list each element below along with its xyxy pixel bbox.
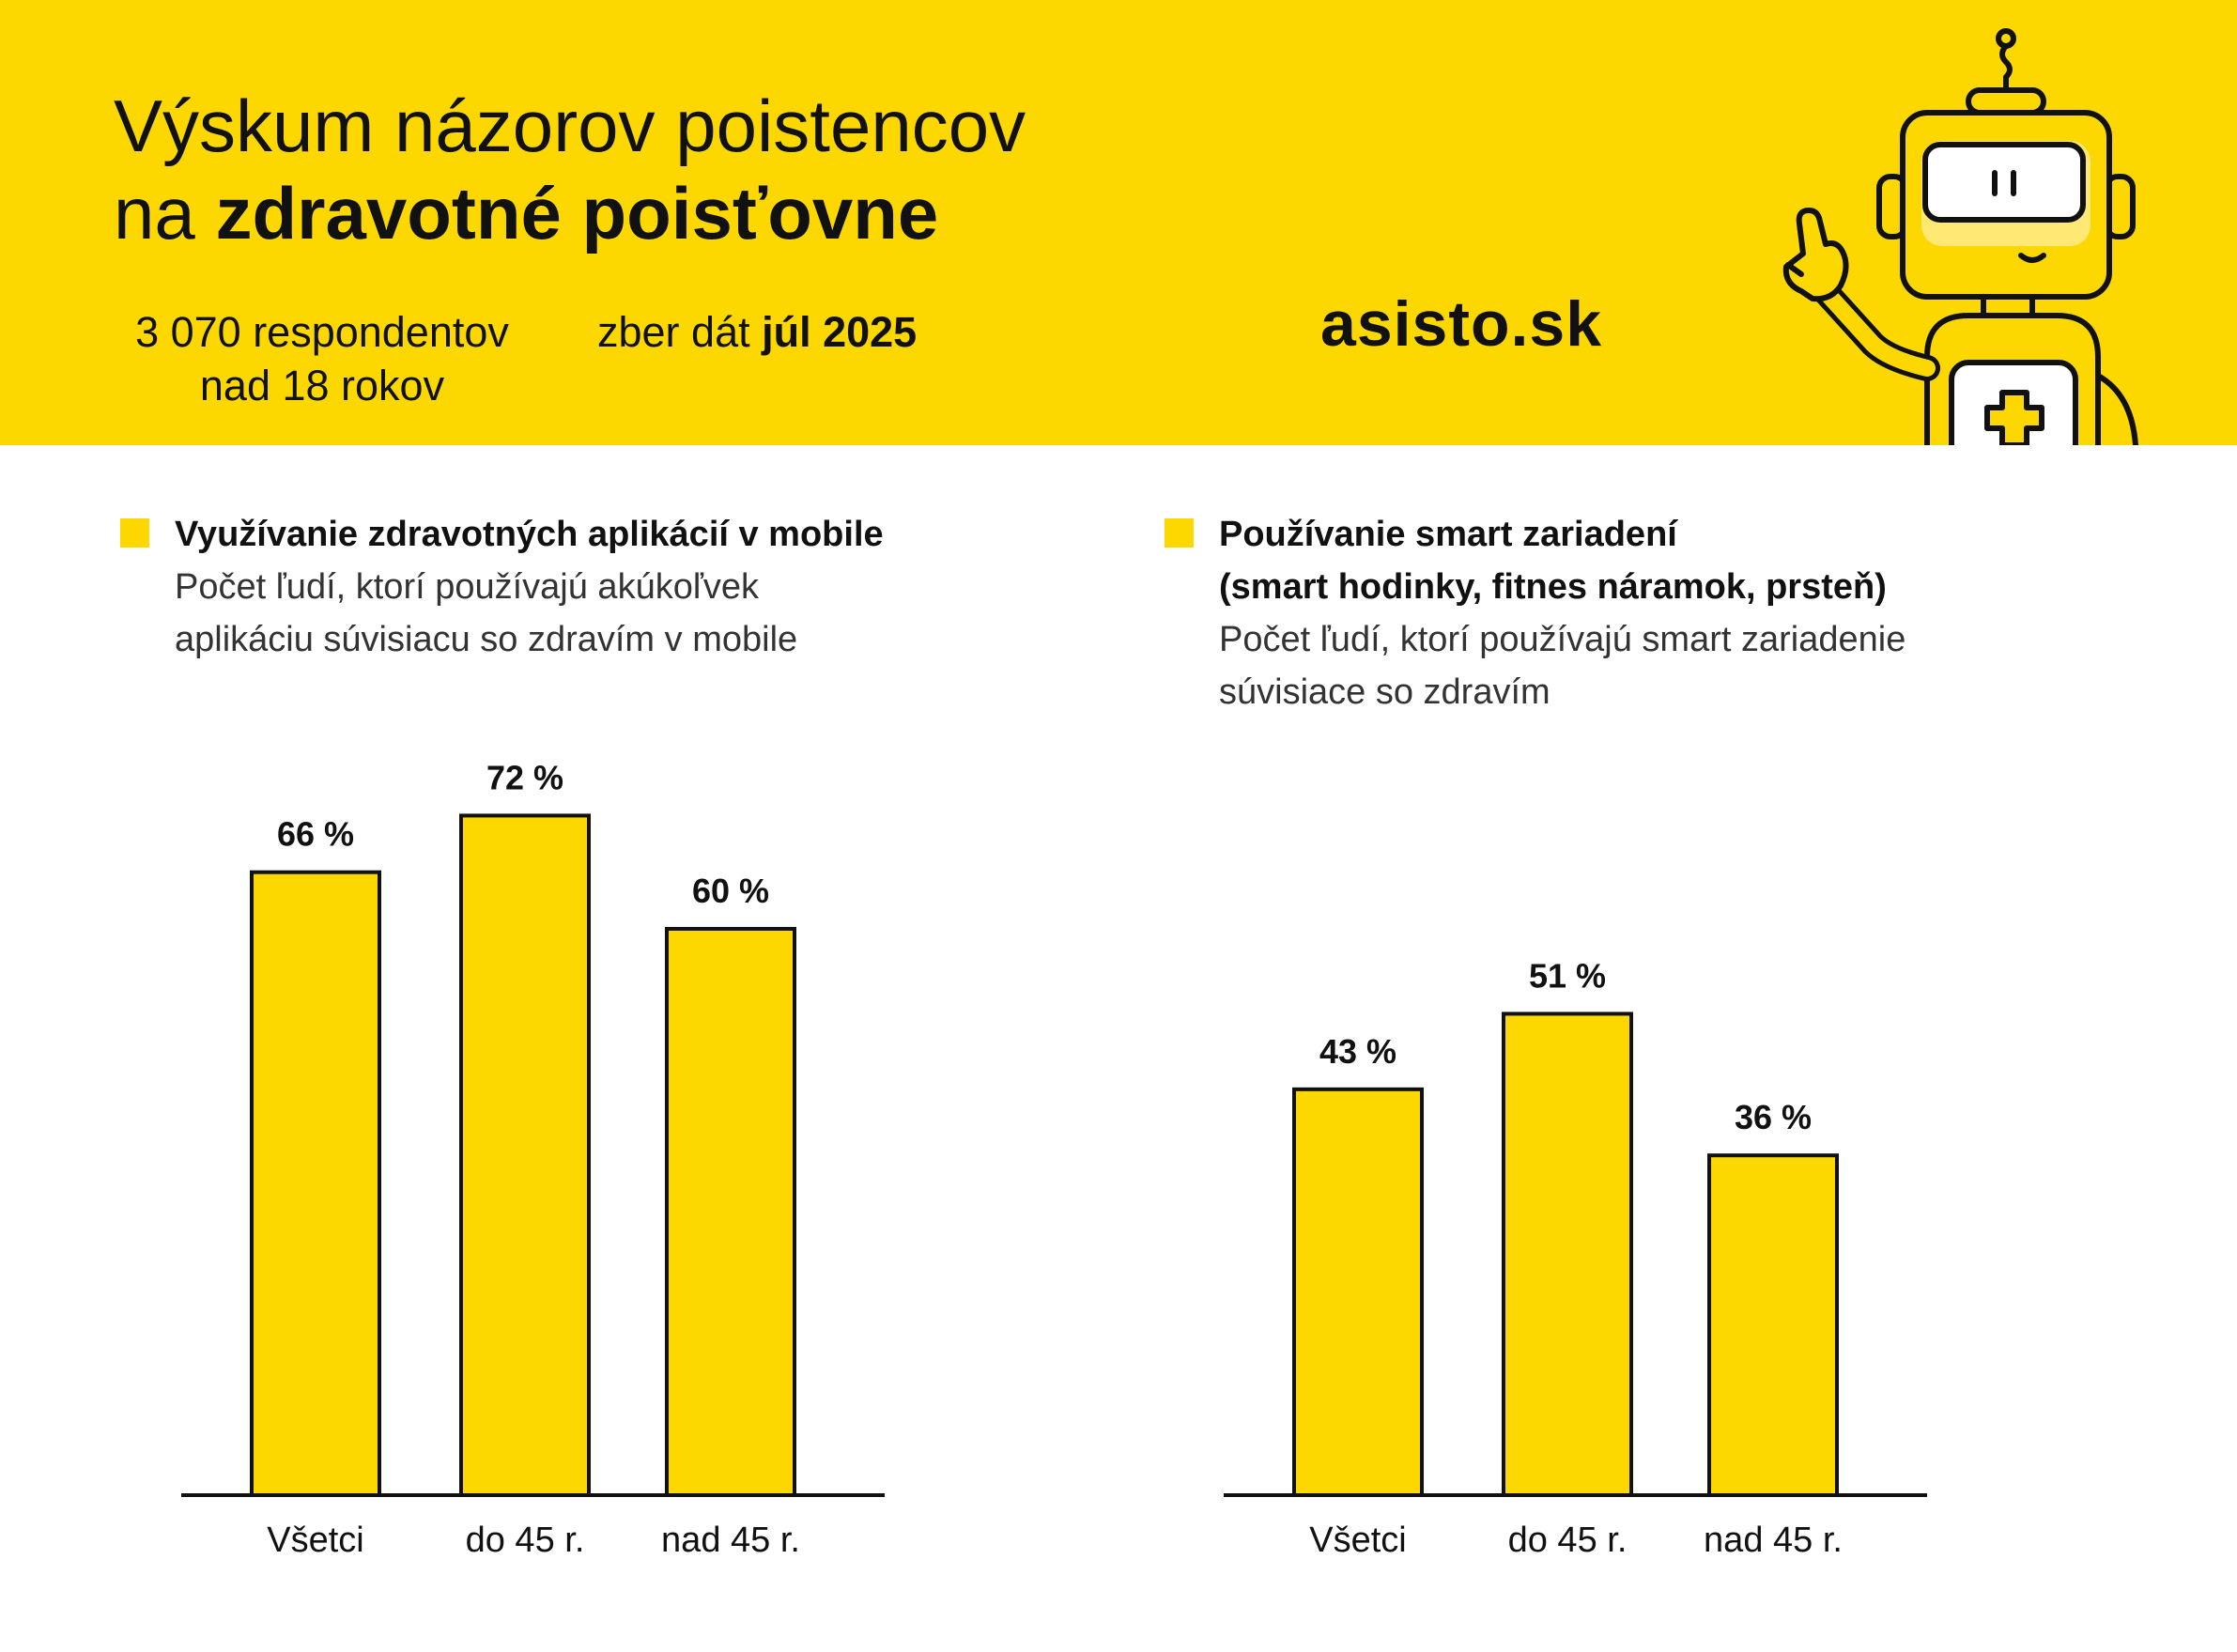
category-label: nad 45 r. (1704, 1521, 1843, 1560)
bar (1292, 1087, 1424, 1497)
data-label: 60 % (692, 872, 769, 910)
data-collection-date: zber dát júl 2025 (597, 305, 917, 359)
category-label: do 45 r. (466, 1521, 585, 1560)
header-banner: Výskum názorov poistencov na zdravotné p… (0, 0, 2237, 445)
title-prefix: na (114, 172, 216, 255)
data-label: 43 % (1319, 1032, 1396, 1071)
section-subtitle-line-2: aplikáciu súvisiacu so zdravím v mobile (175, 620, 798, 659)
bar (1707, 1153, 1839, 1497)
bar (1502, 1011, 1633, 1497)
robot-doctor-mascot-icon (1782, 28, 2138, 445)
date-prefix: zber dát (597, 308, 763, 356)
data-label: 72 % (486, 758, 563, 796)
section-subtitle-line-1: Počet ľudí, ktorí používajú smart zariad… (1219, 620, 1906, 659)
section-subtitle-line-1: Počet ľudí, ktorí používajú akúkoľvek (175, 567, 760, 607)
bar (459, 813, 591, 1497)
data-label: 66 % (277, 815, 354, 854)
section-title-line-1: Používanie smart zariadení (1219, 515, 1677, 554)
section-title: Využívanie zdravotných aplikácií v mobil… (175, 515, 884, 554)
date-value: júl 2025 (762, 308, 918, 356)
category-label: Všetci (267, 1521, 363, 1560)
section-heading-text: Využívanie zdravotných aplikácií v mobil… (175, 508, 884, 666)
page-title: Výskum názorov poistencov na zdravotné p… (114, 83, 1026, 257)
respondents-info: 3 070 respondentov nad 18 rokov (120, 305, 524, 412)
category-label: nad 45 r. (661, 1521, 800, 1560)
section-subtitle-line-2: súvisiace so zdravím (1219, 672, 1550, 712)
section-marker (1165, 518, 1194, 548)
data-label: 51 % (1529, 956, 1606, 995)
title-emphasis: zdravotné poisťovne (215, 172, 939, 255)
section-heading-text: Používanie smart zariadení (smart hodink… (1219, 508, 1905, 718)
title-line-1: Výskum názorov poistencov (114, 85, 1026, 167)
brand-logo: asisto.sk (1320, 288, 1603, 360)
section-marker (120, 518, 149, 548)
bar (250, 870, 381, 1497)
respondents-age: nad 18 rokov (199, 362, 445, 409)
category-label: do 45 r. (1508, 1521, 1628, 1560)
category-label: Všetci (1309, 1521, 1406, 1560)
title-line-2: na zdravotné poisťovne (114, 170, 1026, 257)
bar (665, 927, 796, 1497)
section-title-line-2: (smart hodinky, fitnes náramok, prsteň) (1219, 567, 1887, 607)
data-label: 36 % (1735, 1098, 1812, 1136)
respondents-count: 3 070 respondentov (135, 308, 509, 356)
